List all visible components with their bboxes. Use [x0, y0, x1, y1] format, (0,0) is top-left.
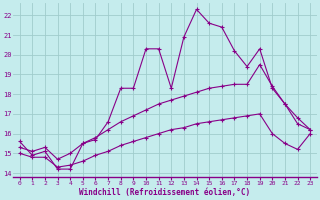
X-axis label: Windchill (Refroidissement éolien,°C): Windchill (Refroidissement éolien,°C)	[79, 188, 251, 197]
